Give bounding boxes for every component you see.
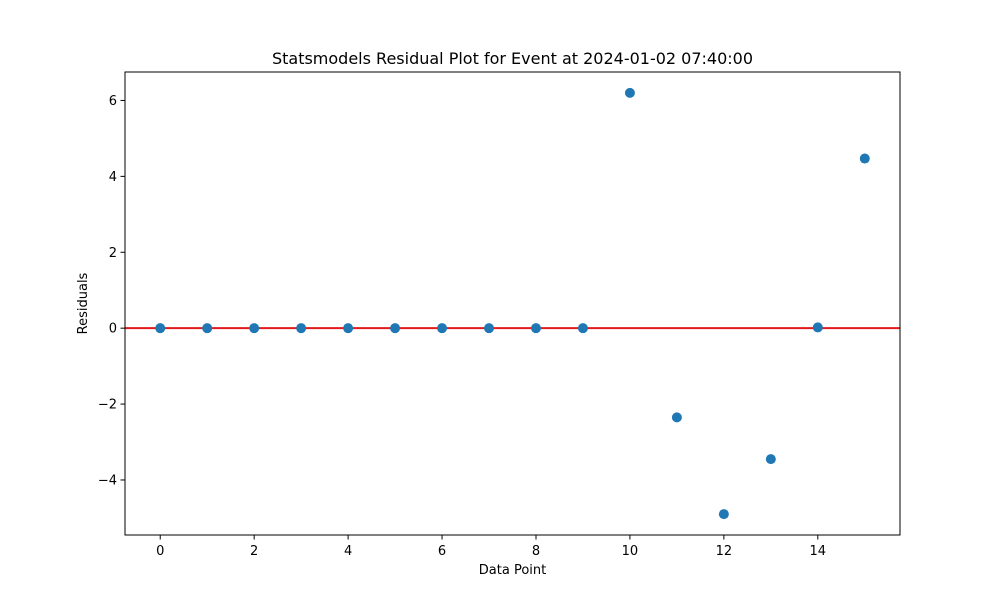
y-tick-label: 2 bbox=[109, 246, 117, 261]
y-axis-ticks: −4 −2 0 2 4 6 bbox=[98, 94, 125, 488]
data-point-5 bbox=[390, 323, 401, 334]
data-point-6 bbox=[437, 323, 448, 334]
y-tick-label: −2 bbox=[98, 398, 117, 413]
data-point-9 bbox=[577, 323, 588, 334]
data-point-12 bbox=[718, 509, 729, 520]
x-tick-label: 10 bbox=[622, 544, 639, 559]
data-point-4 bbox=[343, 323, 354, 334]
x-tick-label: 14 bbox=[810, 544, 827, 559]
y-tick-label: 6 bbox=[109, 94, 117, 109]
data-point-10 bbox=[624, 87, 635, 98]
data-point-7 bbox=[484, 323, 495, 334]
plot-background bbox=[125, 72, 900, 535]
x-tick-label: 4 bbox=[344, 544, 352, 559]
data-point-14 bbox=[812, 322, 823, 333]
y-axis-label: Residuals bbox=[76, 272, 91, 334]
data-point-2 bbox=[249, 323, 260, 334]
x-tick-label: 12 bbox=[716, 544, 733, 559]
data-point-11 bbox=[671, 412, 682, 423]
x-axis-ticks: 0 2 4 6 8 10 12 14 bbox=[156, 535, 826, 559]
x-tick-label: 0 bbox=[156, 544, 164, 559]
y-tick-label: 0 bbox=[109, 322, 117, 337]
data-points-layer bbox=[155, 87, 870, 520]
data-point-15 bbox=[859, 153, 870, 164]
y-tick-label: −4 bbox=[98, 473, 117, 488]
plot-frame bbox=[124, 71, 901, 536]
x-tick-label: 2 bbox=[250, 544, 258, 559]
data-point-3 bbox=[296, 323, 307, 334]
chart-title: Statsmodels Residual Plot for Event at 2… bbox=[272, 49, 753, 68]
data-point-13 bbox=[765, 454, 776, 465]
x-tick-label: 8 bbox=[532, 544, 540, 559]
y-tick-label: 4 bbox=[109, 170, 117, 185]
data-point-0 bbox=[155, 323, 166, 334]
data-point-1 bbox=[202, 323, 213, 334]
data-point-8 bbox=[530, 323, 541, 334]
x-tick-label: 6 bbox=[438, 544, 446, 559]
x-axis-label: Data Point bbox=[479, 563, 546, 578]
